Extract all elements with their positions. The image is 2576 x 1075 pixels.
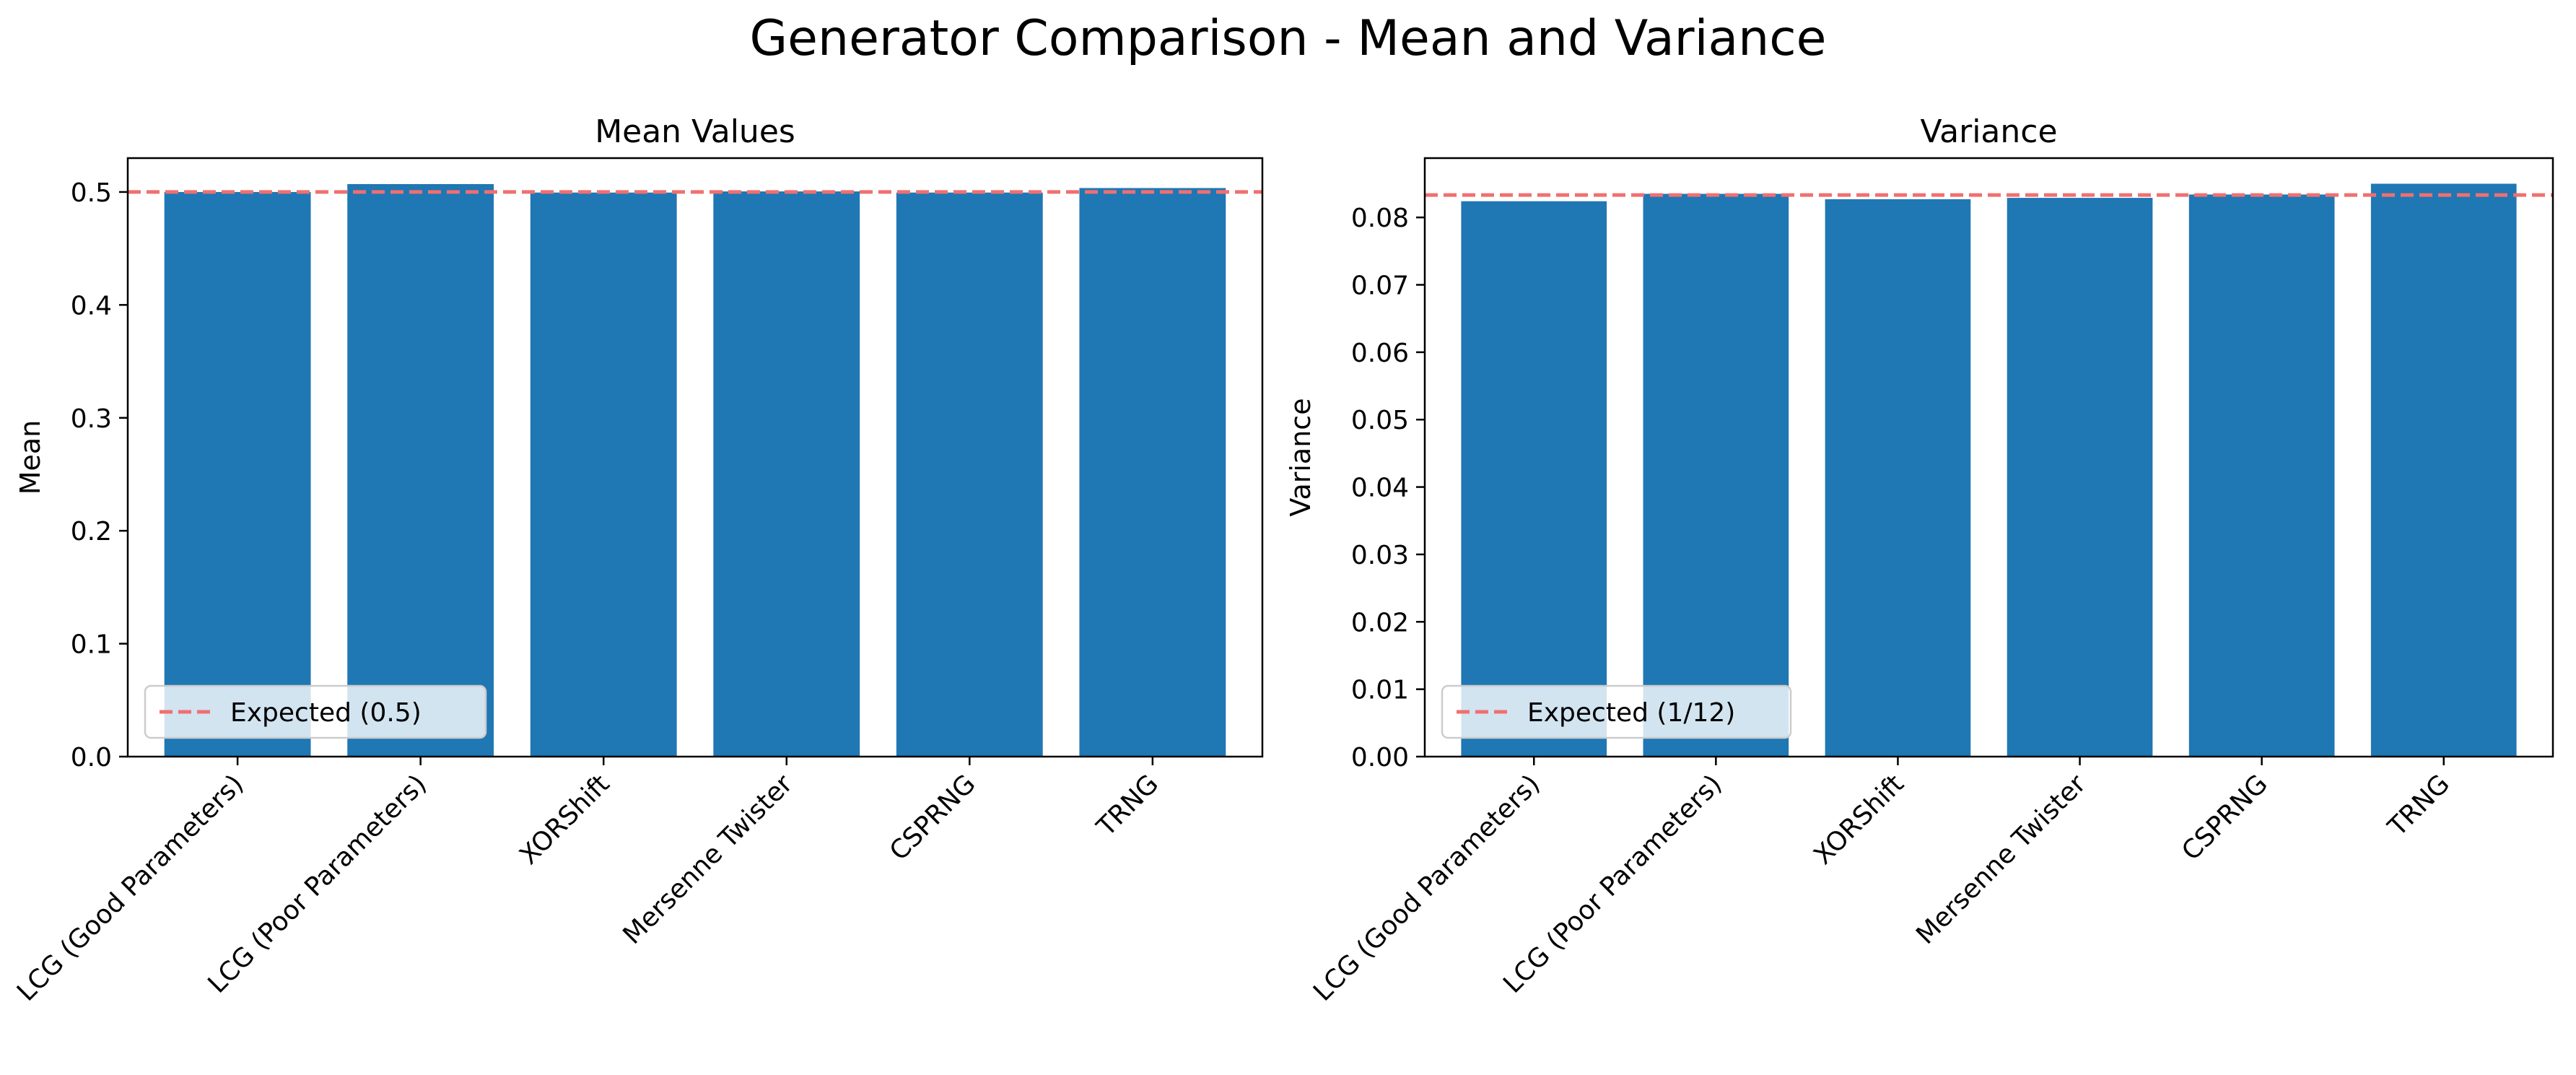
mean-ytick-label: 0.2: [71, 517, 112, 547]
variance-bar: [2370, 183, 2517, 757]
mean-legend-label: Expected (0.5): [230, 698, 422, 728]
mean-ytick-label: 0.0: [71, 743, 112, 772]
variance-ytick-label: 0.07: [1351, 271, 1409, 301]
variance-ytick-label: 0.08: [1351, 204, 1409, 233]
variance-xtick-label: Mersenne Twister: [1911, 769, 2092, 950]
variance-ytick-label: 0.01: [1351, 676, 1409, 705]
mean-ytick-label: 0.1: [71, 630, 112, 660]
variance-ytick-label: 0.04: [1351, 474, 1409, 503]
variance-bar: [2188, 194, 2335, 757]
variance-bar: [1825, 199, 1971, 757]
mean-ylabel: Mean: [14, 420, 46, 495]
mean-legend: Expected (0.5): [144, 684, 487, 739]
mean-bar: [347, 183, 494, 757]
variance-legend-box: [1441, 684, 1792, 739]
mean-subplot-title: Mean Values: [595, 113, 795, 150]
mean-bar: [896, 192, 1043, 757]
mean-xtick-label: Mersenne Twister: [618, 769, 799, 950]
mean-bar: [164, 191, 311, 757]
variance-ytick-label: 0.00: [1351, 743, 1409, 772]
variance-xtick-label: XORShift: [1808, 769, 1909, 870]
variance-legend: Expected (1/12): [1441, 684, 1792, 739]
mean-xtick-label: TRNG: [1091, 769, 1165, 843]
variance-xtick-label: LCG (Poor Parameters): [1498, 769, 1727, 998]
mean-xtick-label: LCG (Poor Parameters): [203, 769, 432, 998]
mean-ytick-label: 0.5: [71, 178, 112, 208]
variance-ytick-label: 0.06: [1351, 339, 1409, 368]
variance-chart: 0.00 0.01 0.02 0.03 0.04 0.05 0.06 0.07 0.08 LCG …: [1285, 113, 2554, 1007]
mean-axes-frame: [126, 157, 1264, 758]
variance-subplot-title: Variance: [1920, 113, 2057, 150]
variance-ytick-label: 0.03: [1351, 541, 1409, 570]
figure-title: Generator Comparison - Mean and Variance: [749, 10, 1827, 67]
variance-bar: [1643, 193, 1789, 757]
mean-legend-box: [144, 684, 487, 739]
variance-ytick-label: 0.02: [1351, 608, 1409, 637]
variance-xtick-label: CSPRNG: [2176, 769, 2274, 866]
mean-bar: [713, 191, 860, 757]
variance-ytick-label: 0.05: [1351, 406, 1409, 435]
mean-xtick-label: XORShift: [514, 769, 615, 870]
mean-ytick-label: 0.4: [71, 291, 112, 321]
variance-legend-label: Expected (1/12): [1527, 698, 1735, 728]
mean-ytick-label: 0.3: [71, 404, 112, 434]
mean-xtick-label: CSPRNG: [884, 769, 982, 866]
variance-bar: [1461, 201, 1607, 757]
mean-bar: [530, 192, 677, 757]
variance-axes-frame: [1423, 157, 2554, 758]
mean-bar: [1079, 188, 1226, 757]
variance-xtick-label: TRNG: [2382, 769, 2455, 843]
variance-bar: [2007, 198, 2153, 757]
variance-ylabel: Variance: [1285, 398, 1317, 516]
